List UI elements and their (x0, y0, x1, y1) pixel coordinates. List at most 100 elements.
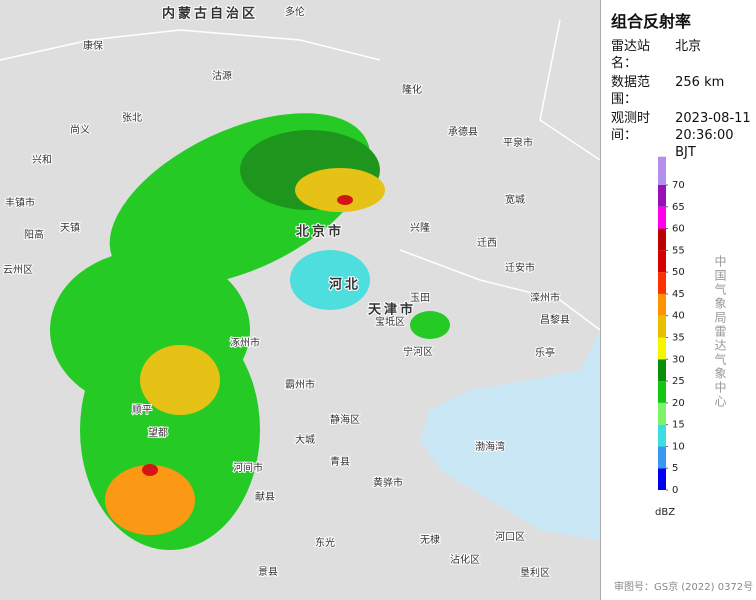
place-label: 东光 (315, 536, 335, 549)
info-row: 观测时间： 2023-08-11 20:36:00 BJT (611, 110, 756, 161)
place-label: 献县 (255, 490, 275, 503)
info-panel: 组合反射率 雷达站名： 北京数据范围： 256 km 观测时间： 2023-08-11 … (600, 0, 756, 600)
place-label: 兴和 (32, 154, 52, 166)
tick-label: 10 (672, 441, 685, 452)
border (399, 249, 600, 331)
tick-label: 55 (672, 245, 685, 256)
colorbar-segment (658, 446, 666, 469)
panel-title: 组合反射率 (611, 12, 692, 31)
place-label: 多伦 (285, 5, 305, 18)
place-label: 青县 (330, 455, 350, 468)
place-label: 宽城 (505, 193, 525, 206)
info-row: 雷达站名： 北京 (611, 38, 756, 72)
colorbar-cap (658, 156, 666, 185)
place-label: 迁安市 (505, 261, 535, 274)
echo (105, 465, 195, 535)
sea (420, 330, 600, 540)
place-label: 黄骅市 (373, 476, 403, 489)
place-label: 河北 (329, 277, 361, 293)
echo (337, 195, 353, 205)
colorbar-segment (658, 381, 666, 403)
tick-label: 5 (672, 463, 678, 474)
tick-label: 35 (672, 333, 685, 344)
tick-label: 40 (672, 311, 685, 322)
place-label: 涿州市 (230, 336, 260, 349)
place-label: 隆化 (402, 83, 422, 96)
info-label: 观测时间： (611, 111, 651, 143)
colorbar-segment (658, 337, 666, 360)
colorbar-segment (658, 272, 666, 294)
info-rows: 雷达站名： 北京数据范围： 256 km 观测时间： 2023-08-11 20:36:… (601, 38, 756, 161)
place-label: 云州区 (3, 264, 33, 276)
echo (290, 250, 370, 310)
place-label: 康保 (83, 39, 103, 52)
info-value: 2023-08-11 20:36:00 BJT (675, 111, 751, 160)
place-label: 阳高 (24, 228, 44, 241)
place-label: 望都 (148, 426, 168, 439)
info-value: 256 km (675, 75, 725, 90)
colorbar-segment (658, 402, 666, 425)
colorbar-segment (658, 185, 666, 207)
tick-label: 25 (672, 376, 685, 387)
echoes (50, 113, 450, 550)
credit: 中国气象局雷达气象中心 (713, 255, 727, 409)
tick-label: 30 (672, 354, 685, 365)
colorbar-segment (658, 424, 666, 447)
place-label: 静海区 (330, 413, 360, 426)
place-label: 景县 (258, 566, 278, 578)
colorbar-segment (658, 359, 666, 382)
border (0, 19, 600, 161)
colorbar: 0 5 10 15 20 25 30 35 40 45 50 55 60 65 70 dBZ (655, 156, 685, 518)
tick-label: 50 (672, 267, 685, 278)
unit-label: dBZ (655, 507, 675, 518)
tick-label: 20 (672, 398, 685, 409)
place-label: 宁河区 (403, 345, 433, 358)
tick-label: 0 (672, 485, 678, 496)
info-value: 北京 (675, 39, 702, 54)
info-row: 数据范围： 256 km (611, 74, 756, 108)
place-label: 无棣 (420, 533, 440, 546)
colorbar-segment (658, 315, 666, 338)
place-label: 承德县 (448, 125, 478, 138)
tick-label: 45 (672, 289, 685, 300)
place-label: 昌黎县 (540, 313, 570, 326)
place-label: 沽源 (212, 69, 232, 82)
info-label: 雷达站名： (611, 39, 651, 71)
approval: 审图号：GS京 (2022) 0372号 (614, 582, 754, 593)
place-label: 河口区 (495, 531, 525, 543)
echo (142, 464, 158, 476)
colorbar-segment (658, 468, 666, 490)
colorbar-segment (658, 206, 666, 229)
place-label: 张北 (122, 112, 142, 124)
place-label: 兴隆 (410, 221, 430, 234)
place-label: 沾化区 (450, 553, 480, 566)
place-label: 天镇 (60, 221, 80, 234)
place-label: 霸州市 (285, 378, 315, 391)
place-label: 垦利区 (520, 567, 550, 579)
place-label: 顺平 (132, 404, 152, 416)
info-label: 数据范围： (611, 75, 651, 107)
tick-label: 60 (672, 224, 685, 235)
place-label: 滦州市 (530, 291, 560, 304)
colorbar-segment (658, 228, 666, 251)
place-label: 宝坻区 (375, 315, 405, 328)
place-label: 河间市 (233, 461, 263, 474)
place-label: 北京市 (296, 224, 344, 240)
echo (140, 345, 220, 415)
place-label: 平泉市 (503, 136, 533, 149)
place-label: 内蒙古自治区 (162, 6, 258, 22)
place-label: 天津市 (368, 302, 416, 318)
tick-label: 65 (672, 202, 685, 213)
place-label: 尚义 (70, 123, 90, 136)
place-label: 渤海湾 (475, 440, 505, 453)
echo (410, 311, 450, 339)
place-label: 迁西 (477, 237, 497, 249)
echo (295, 168, 385, 212)
colorbar-segment (658, 293, 666, 316)
colorbar-segment (658, 250, 666, 273)
place-label: 丰镇市 (5, 196, 35, 209)
place-label: 大城 (295, 433, 315, 446)
place-label: 玉田 (410, 293, 430, 304)
